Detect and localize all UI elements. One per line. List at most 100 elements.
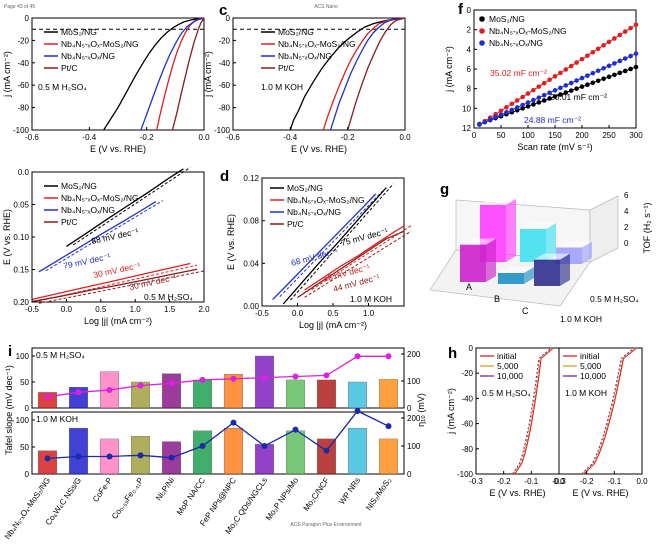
g-bar-front xyxy=(460,244,486,282)
i-koh-tafel-bar xyxy=(193,430,212,475)
f-point-hybrid xyxy=(606,39,612,45)
f-point-mos2 xyxy=(563,90,569,95)
c-y-tick-label: 0 xyxy=(226,14,231,23)
h-1-x-tick-label: -0.3 xyxy=(552,477,566,486)
e-series-ptc xyxy=(31,268,198,303)
f-point-nb xyxy=(590,70,596,76)
b-legend-label: Nb₄N₅-ₓOₓ/NG xyxy=(61,51,115,61)
f-x-tick-label: 100 xyxy=(521,131,535,140)
i-right-axis-label: η₁₀ (mV) xyxy=(416,393,426,427)
h-legend-label: 10,000 xyxy=(497,371,523,381)
i-koh-eta-point xyxy=(292,426,299,433)
h-0-x-tick-label: -0.3 xyxy=(469,477,483,486)
f-point-hybrid xyxy=(568,63,574,69)
i-panel-letter: i xyxy=(8,343,12,360)
e-x-tick-label: 2.0 xyxy=(198,305,210,314)
f-point-nb xyxy=(552,88,558,93)
d-x-axis-label: Log |j| (mA cm⁻²) xyxy=(299,320,367,330)
f-point-hybrid xyxy=(595,46,601,52)
f-x-tick-label: 150 xyxy=(548,131,562,140)
e-series-nb xyxy=(38,201,157,273)
i-h2so4-tafel-bar xyxy=(162,373,181,409)
f-point-hybrid xyxy=(628,25,633,31)
e-fit-ptc xyxy=(38,270,205,304)
d-tafel-label: 75 mV dec⁻¹ xyxy=(340,226,389,248)
f-panel-letter: f xyxy=(458,1,464,18)
b-x-tick-label: -0.4 xyxy=(82,133,96,142)
d-series-ptc xyxy=(297,230,405,299)
i-koh-right-y-tick-label: 200 xyxy=(407,414,421,423)
g-bar-top xyxy=(534,253,570,260)
c-legend-label: Nb₄N₅-ₓOₓ/NG xyxy=(278,51,332,61)
f-y-tick-label: 8 xyxy=(467,85,472,94)
g-bar-front xyxy=(534,259,560,286)
d-legend-label: Pt/C xyxy=(287,219,304,229)
f-point-nb xyxy=(612,61,617,66)
f-point-mos2 xyxy=(558,92,563,97)
c-legend-label: MoS₂/NG xyxy=(278,27,314,37)
b-legend-label: Nb₄N₅-ₓOₓ-MoS₂/NG xyxy=(61,39,139,49)
f-point-mos2 xyxy=(590,80,596,86)
i-h2so4-eta-point xyxy=(199,376,206,383)
d-fit-nb xyxy=(279,190,384,297)
e-x-tick-label: 1.5 xyxy=(164,305,176,314)
g-bar-front xyxy=(498,273,524,284)
i-koh-eta-point xyxy=(323,447,330,454)
g-z-axis-label: TOF (H₂ s⁻¹) xyxy=(642,202,652,253)
f-point-hybrid xyxy=(633,22,639,27)
i-h2so4-right-y-tick-label: 200 xyxy=(407,350,421,359)
c-x-tick-label: -0.2 xyxy=(341,133,355,142)
b-x-tick-label: -0.2 xyxy=(140,133,154,142)
f-point-hybrid xyxy=(590,49,596,55)
f-capacitance-label: 24.88 mF cm⁻² xyxy=(524,115,581,125)
f-point-nb xyxy=(541,92,547,98)
h-series-1-2 xyxy=(581,347,635,475)
f-point-mos2 xyxy=(585,82,590,88)
f-point-nb xyxy=(606,63,612,69)
h-1-x-tick-label: -0.1 xyxy=(607,477,621,486)
h-0-x-tick-label: -0.1 xyxy=(524,477,538,486)
i-h2so4-eta-point xyxy=(44,393,51,400)
c-panel-letter: c xyxy=(219,2,227,19)
journal-header: ACS Nano xyxy=(314,4,338,10)
h-electrolyte-label: 0.5 M H₂SO₄ xyxy=(482,388,531,398)
i-category-label: Nb₄N₅-ₓOₓ-MoS₂/NG xyxy=(3,476,52,541)
f-legend-label: MoS₂/NG xyxy=(489,14,525,24)
d-panel-letter: d xyxy=(220,168,229,185)
b-series-mos2 xyxy=(103,17,205,131)
f-y-tick-label: 10 xyxy=(462,104,471,113)
g-row-label: 0.5 M H₂SO₄ xyxy=(590,294,639,304)
i-h2so4-tafel-bar xyxy=(193,379,212,409)
g-bar-side xyxy=(546,223,556,262)
f-point-hybrid xyxy=(547,77,552,83)
f-point-nb xyxy=(595,68,601,74)
i-h2so4-eta-point xyxy=(137,382,144,389)
i-h2so4-eta-line xyxy=(47,355,389,398)
i-koh-eta-point xyxy=(354,408,361,414)
i-h2so4-right-y-tick-label: 0 xyxy=(407,404,412,413)
e-x-tick-label: 1.0 xyxy=(130,305,142,314)
i-h2so4-tafel-bar xyxy=(131,381,150,409)
i-h2so4-eta-point xyxy=(323,372,330,379)
c-series-mos2 xyxy=(289,17,406,131)
h-legend-label: initial xyxy=(497,351,516,361)
g-column-label: C xyxy=(522,306,529,316)
i-koh-plot-frame xyxy=(31,411,405,475)
f-point-hybrid xyxy=(617,32,623,38)
h-y-tick-label: -40 xyxy=(461,394,473,403)
i-koh-right-y-tick-label: 0 xyxy=(407,470,412,479)
d-x-tick-label: -0.5 xyxy=(255,309,269,318)
e-y-tick-label: 0.05 xyxy=(13,201,29,210)
i-h2so4-tafel-bar xyxy=(224,374,243,409)
i-h2so4-electrolyte-label: 0.5 M H₂SO₄ xyxy=(36,350,85,360)
f-point-mos2 xyxy=(633,64,639,70)
e-y-tick-label: 0.0 xyxy=(18,168,30,177)
i-left-axis-label: Tafel slope (mV dec⁻¹) xyxy=(4,365,14,455)
h-legend-label: initial xyxy=(580,351,599,361)
g-bar-top xyxy=(556,241,592,248)
g-z-tick-label: 4 xyxy=(624,207,629,216)
i-h2so4-eta-point xyxy=(354,353,361,360)
f-x-axis-label: Scan rate (mV s⁻¹) xyxy=(517,142,592,152)
d-x-tick-label: 0.0 xyxy=(292,309,304,318)
f-point-hybrid xyxy=(541,80,547,86)
